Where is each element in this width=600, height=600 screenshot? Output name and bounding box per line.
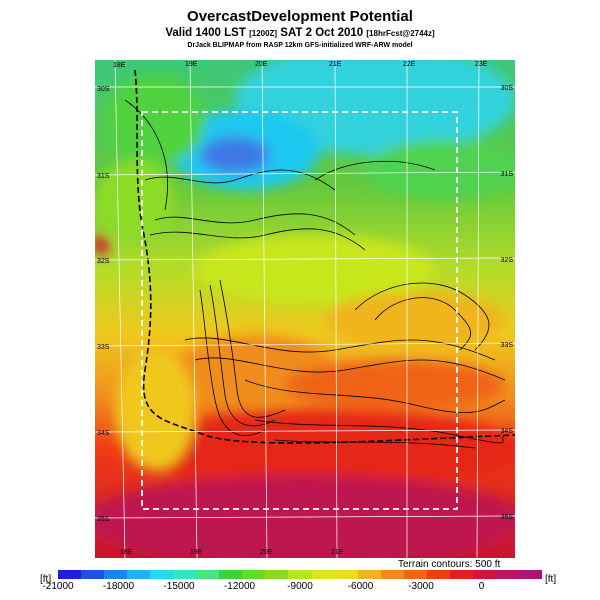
colorbar-swatch xyxy=(334,570,358,579)
lon-tick: 19E xyxy=(190,549,203,556)
lat-tick: 34S xyxy=(501,428,514,435)
lon-tick: 21E xyxy=(329,61,342,68)
lat-tick: 32S xyxy=(97,258,110,265)
colorbar-unit-right: [ft] xyxy=(545,574,557,585)
colorbar-swatch xyxy=(265,570,289,579)
colorbar-label: -15000 xyxy=(163,581,195,592)
lon-tick: 21E xyxy=(331,549,344,556)
run-code: [1200Z] xyxy=(249,29,278,38)
lon-tick: 18E xyxy=(120,549,133,556)
colorbar-label: -6000 xyxy=(347,581,374,592)
colorbar-swatch xyxy=(357,570,381,579)
colorbar-label: -3000 xyxy=(408,581,434,592)
model-credit: DrJack BLIPMAP from RASP 12km GFS-initia… xyxy=(187,42,413,49)
colorbar-swatch xyxy=(311,570,335,579)
lat-tick: 30S xyxy=(97,86,110,93)
lat-tick: 33S xyxy=(97,344,110,351)
colorbar-swatch xyxy=(219,570,243,579)
colorbar-swatch xyxy=(58,570,82,579)
colorbar-swatch xyxy=(380,570,404,579)
colorbar-label: 0 xyxy=(478,581,485,592)
coastline xyxy=(134,69,515,444)
lon-tick: 18E xyxy=(113,62,126,69)
colorbar-swatch xyxy=(150,570,174,579)
colorbar-label: -12000 xyxy=(223,581,256,592)
colorbar-swatch xyxy=(472,570,496,579)
lat-lon-grid xyxy=(95,60,515,558)
lat-tick: 34S xyxy=(97,430,110,437)
lat-tick: 33S xyxy=(501,342,514,349)
colorbar-swatch xyxy=(81,570,105,579)
colorbar-label: -9000 xyxy=(287,581,313,592)
colorbar-label: -21000 xyxy=(42,581,74,592)
colorbar-swatch xyxy=(104,570,128,579)
valid-time: Valid 1400 LST [1200Z] SAT 2 Oct 2010 [1… xyxy=(0,27,600,39)
lon-tick: 19E xyxy=(185,61,198,68)
lat-ticks-left: 30S 31S 32S 33S 34S 35S xyxy=(97,86,110,523)
lat-tick: 32S xyxy=(501,257,514,264)
colorbar-label: -18000 xyxy=(102,581,135,592)
field-shading xyxy=(95,60,515,558)
lon-tick: 23E xyxy=(475,61,488,68)
lon-tick: 22E xyxy=(403,61,416,68)
lat-ticks-right: 30S 31S 32S 33S 34S 35S xyxy=(501,85,514,521)
lat-tick: 31S xyxy=(501,171,514,178)
valid-date: SAT 2 Oct 2010 xyxy=(280,27,364,39)
colorbar-swatch xyxy=(288,570,312,579)
colorbar-swatch xyxy=(173,570,197,579)
lon-ticks-bottom: 18E 19E 20E 21E xyxy=(120,549,344,556)
lat-tick: 31S xyxy=(97,173,110,180)
colorbar xyxy=(58,570,542,579)
colorbar-swatch xyxy=(449,570,473,579)
colorbar-swatch xyxy=(242,570,266,579)
valid-time-label: Valid 1400 LST xyxy=(165,27,246,39)
lon-tick: 20E xyxy=(255,61,268,68)
lon-ticks-top: 18E 19E 20E 21E 22E 23E xyxy=(113,61,488,69)
colorbar-swatch xyxy=(426,570,450,579)
lat-tick: 35S xyxy=(97,516,110,523)
inner-domain-box xyxy=(141,111,458,510)
colorbar-swatch xyxy=(196,570,220,579)
colorbar-swatch xyxy=(495,570,519,579)
page-title: OvercastDevelopment Potential xyxy=(187,8,413,25)
colorbar-swatch xyxy=(518,570,542,579)
overcast-map: 18E 19E 20E 21E 22E 23E 18E 19E 20E 21E … xyxy=(95,60,515,558)
forecast-hour: [18hrFcst@2744z] xyxy=(366,29,435,38)
lat-tick: 35S xyxy=(501,514,514,521)
colorbar-swatch xyxy=(127,570,151,579)
terrain-contours xyxy=(124,99,506,449)
lat-tick: 30S xyxy=(501,85,514,92)
lon-tick: 20E xyxy=(260,549,273,556)
colorbar-unit-left: [ft] xyxy=(40,574,52,585)
colorbar-swatch xyxy=(403,570,427,579)
terrain-contour-note: Terrain contours: 500 ft xyxy=(398,559,501,570)
